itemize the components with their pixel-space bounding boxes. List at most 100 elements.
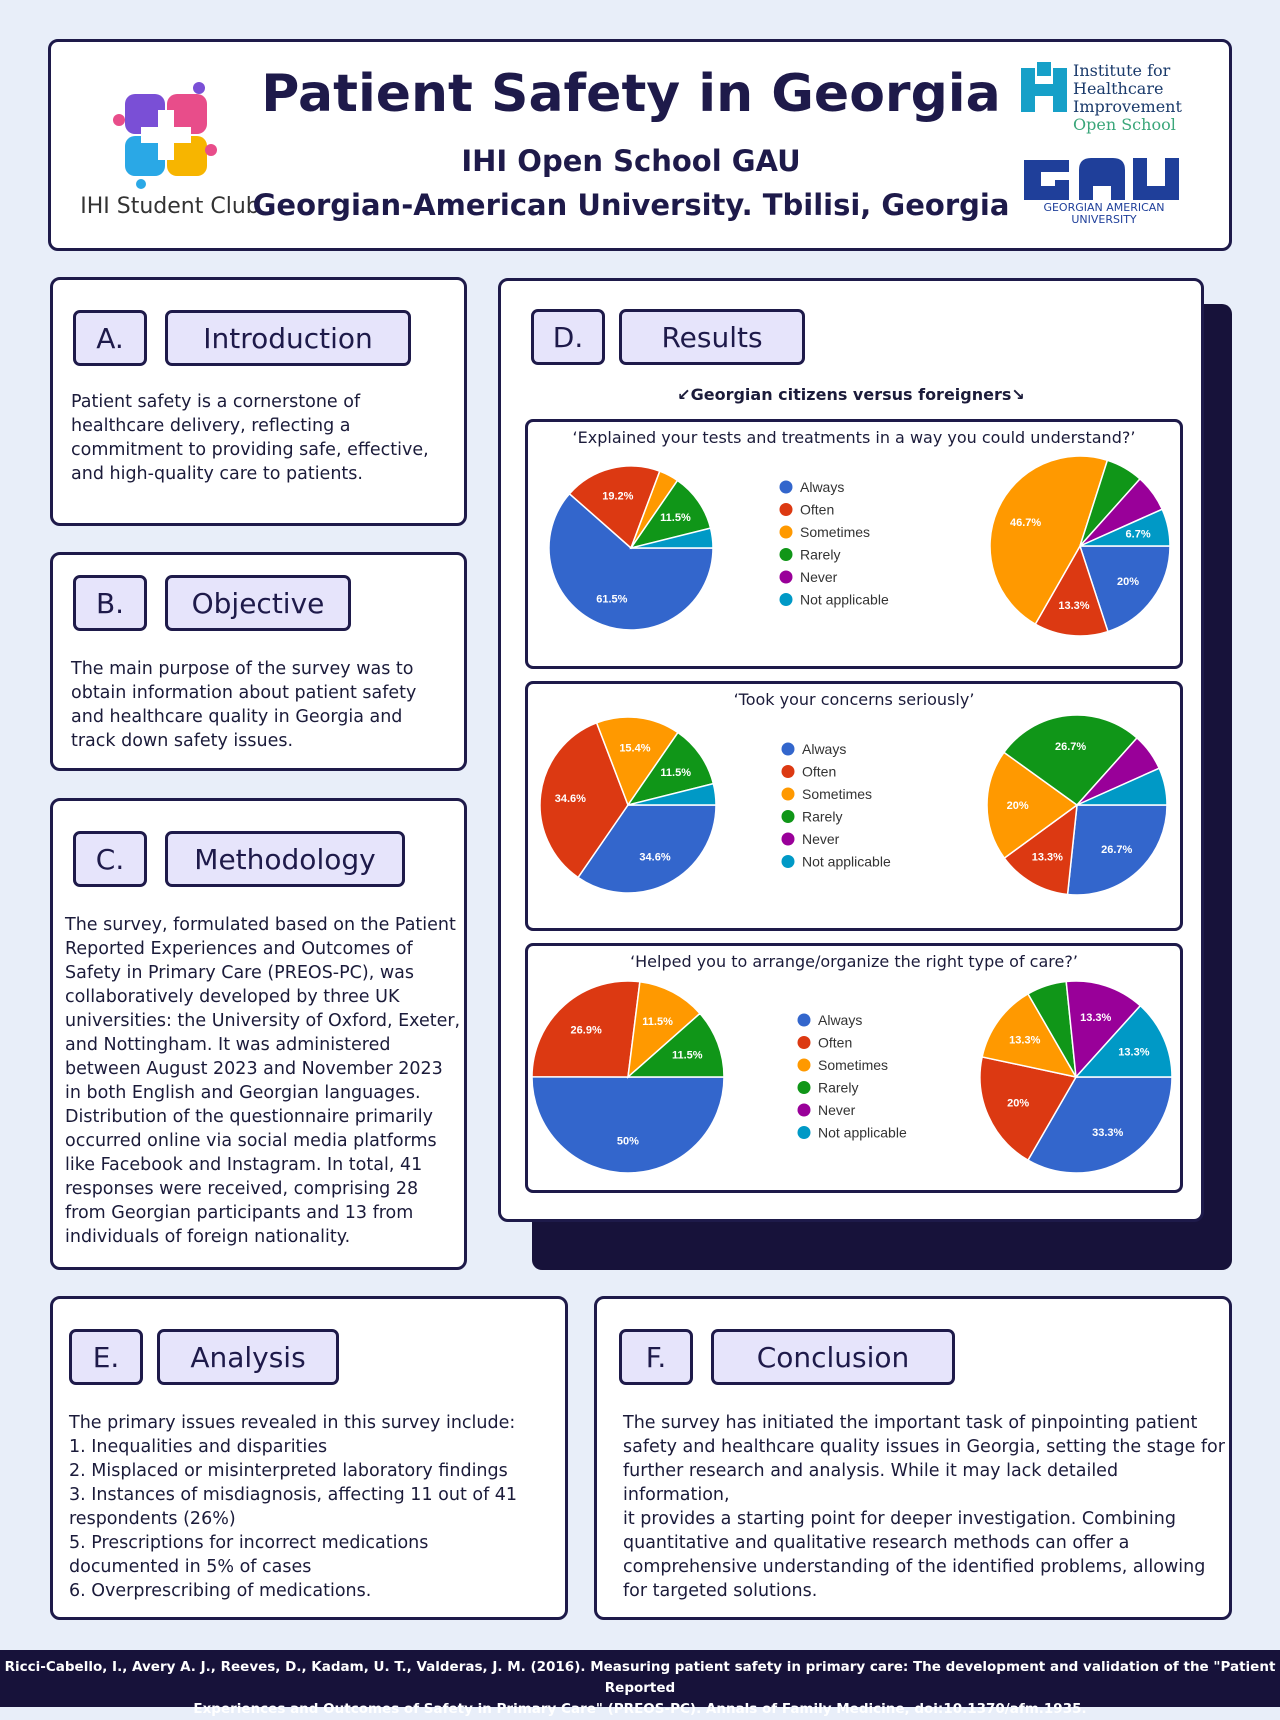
georgian-slice-sometimes <box>595 716 679 807</box>
gau-logo: GEORGIAN AMERICAN UNIVERSITY <box>1019 150 1199 240</box>
legend-entry: Not applicable <box>802 854 891 870</box>
chart-panel-concerns: ‘Took your concerns seriously’ 34.6% 34.6… <box>525 681 1183 931</box>
foreign-slice-always <box>1078 545 1171 633</box>
legend-entry: Always <box>818 1012 862 1028</box>
georgian-slice-always <box>577 804 717 894</box>
foreign-data-label: 13.3% <box>1009 1035 1040 1047</box>
georgian-data-label: 34.6% <box>555 793 586 805</box>
foreign-data-label: 26.7% <box>1101 844 1132 856</box>
legend-entry: Sometimes <box>818 1057 888 1073</box>
legend-entry: Never <box>802 831 840 847</box>
pie-chart-concerns: 34.6% 34.6% 15.4% 11.5% 26.7% 13.3% 20% 26.7% Al… <box>539 714 1168 896</box>
legend-marker-always <box>779 480 793 494</box>
foreign-slice-sometimes <box>981 992 1078 1079</box>
reference-line-1: Ricci-Cabello, I., Avery A. J., Reeves, … <box>4 1659 1276 1696</box>
foreign-data-label: 26.7% <box>1055 741 1086 753</box>
foreign-slice-rarely <box>1002 714 1139 807</box>
georgian-slice-not-applicable <box>627 782 717 806</box>
legend-marker-always <box>797 1013 811 1027</box>
foreign-slice-often <box>1034 544 1109 637</box>
georgian-data-label: 11.5% <box>660 512 691 524</box>
legend-marker-often <box>779 503 793 516</box>
foreign-data-label: 20% <box>1007 1098 1029 1110</box>
section-letter: A. <box>73 310 147 366</box>
legend-entry: Often <box>800 502 834 518</box>
legend-marker-never <box>797 1103 811 1117</box>
objective-text: The main purpose of the survey was to ob… <box>71 659 417 751</box>
section-title: Introduction <box>165 310 411 366</box>
legend-entry: Rarely <box>802 809 842 825</box>
georgian-slice-often <box>539 721 629 879</box>
chart-panel-explained: ‘Explained your tests and treatments in … <box>525 419 1183 669</box>
legend-marker-often <box>781 765 795 778</box>
foreign-data-label: 20% <box>1007 800 1029 812</box>
legend-marker-never <box>781 832 795 846</box>
pie-chart-arrange-care: 50% 26.9% 11.5% 11.5% 33.3% 20% 13.3% 13.3% 13.3… <box>531 980 1173 1174</box>
ihi-line-2: Healthcare <box>1073 79 1164 98</box>
foreign-data-label: 13.3% <box>1080 1012 1111 1024</box>
chart-title: ‘Took your concerns seriously’ <box>733 690 975 709</box>
georgian-data-label: 50% <box>617 1135 639 1147</box>
chart-title: ‘Explained your tests and treatments in … <box>572 428 1136 447</box>
georgian-slice-sometimes <box>627 980 702 1079</box>
pie-chart-explained: 61.5% 19.2% 11.5% 20% 13.3% 46.7% 6.7% Always Of… <box>548 455 1171 637</box>
gau-text: GEORGIAN AMERICAN UNIVERSITY <box>1043 201 1165 226</box>
foreign-data-label: 46.7% <box>1010 517 1041 529</box>
foreign-data-label: 13.3% <box>1058 600 1089 612</box>
foreign-data-label: 6.7% <box>1126 529 1151 541</box>
foreign-slice-not-applicable <box>1076 767 1168 806</box>
legend-entry: Rarely <box>818 1080 858 1096</box>
section-letter: B. <box>73 575 147 631</box>
conclusion-panel: F. Conclusion The survey has initiated t… <box>594 1296 1232 1620</box>
legend-entry: Not applicable <box>818 1125 907 1141</box>
analysis-text: The primary issues revealed in this surv… <box>69 1413 518 1601</box>
legend-entry: Rarely <box>800 547 840 563</box>
georgian-slice-rarely <box>626 1012 725 1078</box>
foreign-data-label: 13.3% <box>1118 1046 1149 1058</box>
legend-marker-not-applicable <box>781 855 795 868</box>
legend-entry: Always <box>800 479 844 495</box>
reference-line-2: Experiences and Outcomes of Safety in Pr… <box>193 1701 1087 1717</box>
page-title: Patient Safety in Georgia <box>261 64 1001 124</box>
gau-mark-icon <box>1024 158 1179 200</box>
ihi-student-club-logo <box>113 82 217 189</box>
ihi-line-3: Improvement <box>1073 97 1182 116</box>
foreign-slice-sometimes <box>989 455 1109 626</box>
legend-entry: Sometimes <box>802 786 872 802</box>
foreign-slice-not-applicable <box>1074 1004 1173 1078</box>
foreign-slice-not-applicable <box>1079 508 1171 547</box>
georgian-slice-always <box>548 492 714 631</box>
chart-panel-arrange-care: ‘Helped you to arrange/organize the righ… <box>525 943 1183 1193</box>
ihi-line-1: Institute for <box>1073 61 1171 80</box>
foreign-slice-often <box>979 1056 1078 1162</box>
foreign-data-label: 33.3% <box>1092 1127 1123 1139</box>
legend-marker-sometimes <box>797 1058 811 1072</box>
foreign-data-label: 13.3% <box>1032 851 1063 863</box>
legend-entry: Sometimes <box>800 524 870 540</box>
georgian-data-label: 11.5% <box>672 1050 703 1062</box>
legend-marker-rarely <box>797 1081 811 1094</box>
legend-entry: Often <box>818 1035 852 1051</box>
legend-marker-rarely <box>779 548 793 561</box>
footer-reference: Ricci-Cabello, I., Avery A. J., Reeves, … <box>0 1650 1280 1717</box>
foreign-slice-always <box>1066 804 1168 896</box>
foreign-slice-sometimes <box>986 751 1079 860</box>
legend-marker-not-applicable <box>779 593 793 606</box>
chart-title: ‘Helped you to arrange/organize the righ… <box>630 952 1078 971</box>
foreign-slice-often <box>1003 803 1078 896</box>
section-letter: F. <box>619 1329 693 1385</box>
introduction-text: Patient safety is a cornerstone of healt… <box>71 392 429 484</box>
analysis-panel: E. Analysis The primary issues revealed … <box>50 1296 568 1620</box>
page-subtitle: IHI Open School GAU <box>461 144 801 178</box>
georgian-data-label: 11.5% <box>642 1016 673 1028</box>
results-panel: D. Results ↙Georgian citizens versus for… <box>498 278 1204 1222</box>
georgian-slice-often <box>568 465 661 550</box>
georgian-data-label: 26.9% <box>571 1024 602 1036</box>
legend-entry: Never <box>800 569 838 585</box>
section-title: Objective <box>165 575 351 631</box>
methodology-text: The survey, formulated based on the Pati… <box>65 915 461 1247</box>
section-title: Results <box>619 309 805 365</box>
georgian-data-label: 34.6% <box>639 851 670 863</box>
results-subtitle: ↙Georgian citizens versus foreigners↘ <box>677 385 1025 404</box>
georgian-data-label: 11.5% <box>660 767 691 779</box>
